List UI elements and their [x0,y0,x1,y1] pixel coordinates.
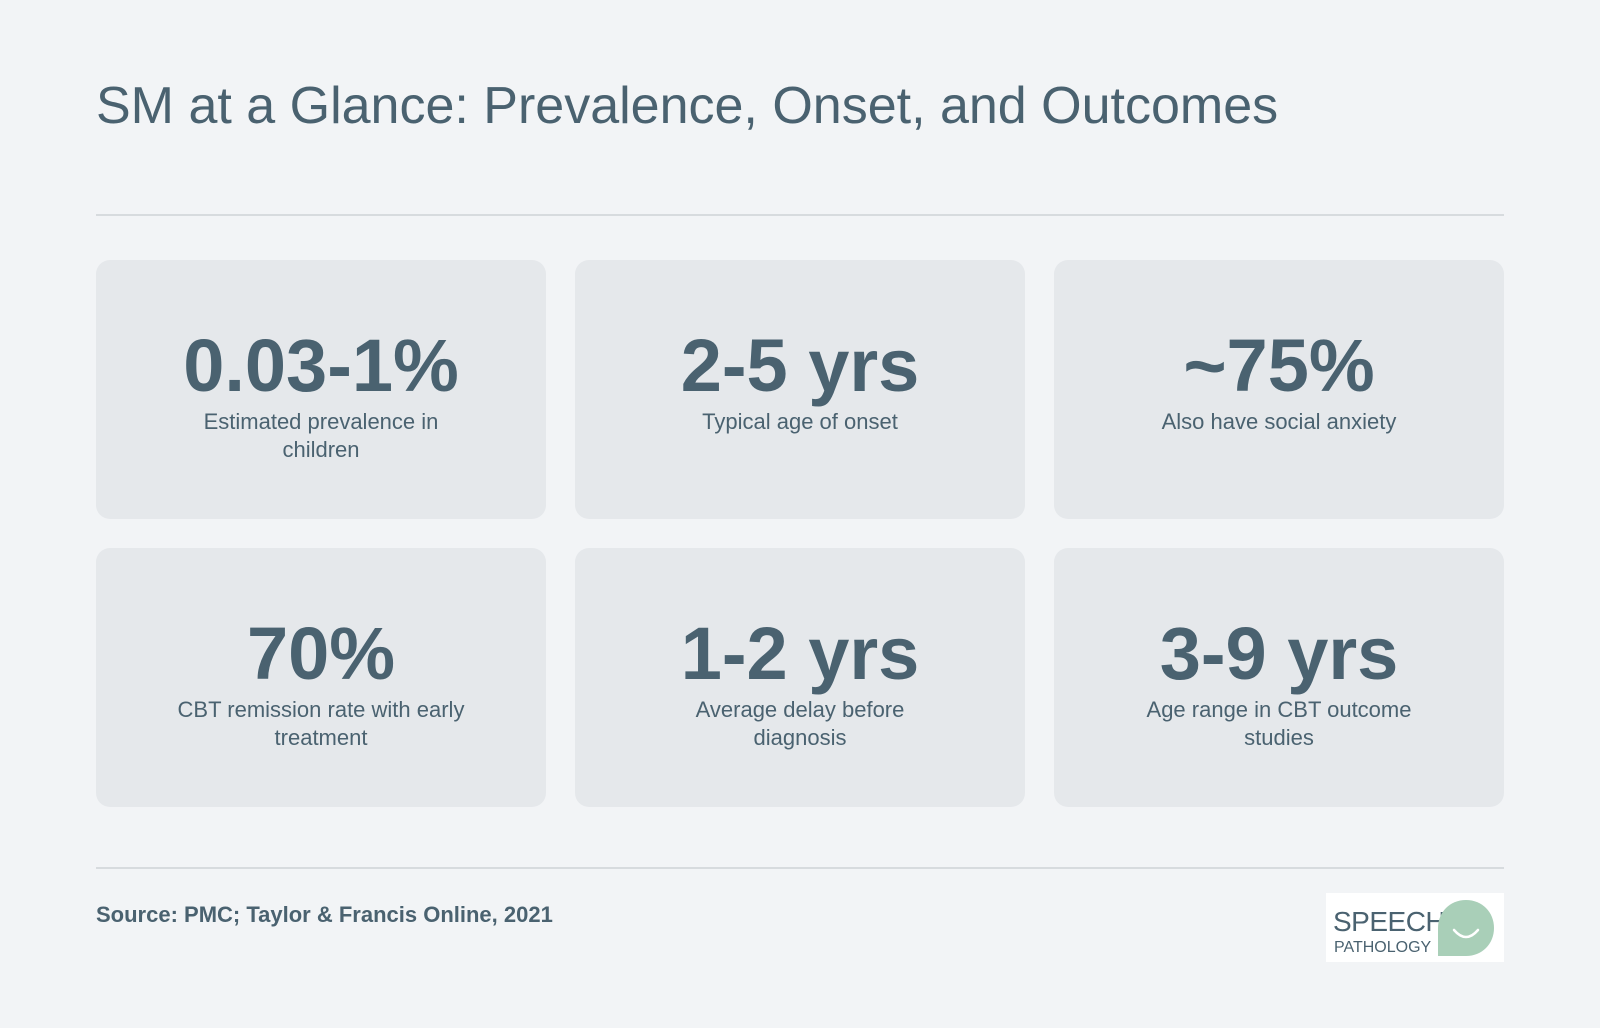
stat-label: Age range in CBT outcome studies [1146,697,1412,750]
stat-card-onset: 2-5 yrs Typical age of onset [575,260,1025,519]
page-title: SM at a Glance: Prevalence, Onset, and O… [96,77,1279,135]
logo-text-speech: SPEECH [1333,906,1446,937]
logo-text-pathology: PATHOLOGY [1334,939,1432,956]
stat-card-remission: 70% CBT remission rate with early treatm… [96,548,546,807]
top-divider [96,214,1504,216]
stat-label: CBT remission rate with early treatment [177,697,465,750]
speech-pathology-logo: SPEECH PATHOLOGY [1326,893,1504,962]
stat-label: Estimated prevalence in children [203,409,439,462]
stat-label: Typical age of onset [702,409,898,434]
stat-label: Average delay before diagnosis [695,697,905,750]
stat-value: ~75% [1183,324,1375,407]
stats-grid: 0.03-1% Estimated prevalence in children… [96,260,1504,807]
stat-value: 70% [246,612,396,695]
stat-card-social-anxiety: ~75% Also have social anxiety [1054,260,1504,519]
stat-value: 1-2 yrs [680,612,920,695]
bottom-divider [96,867,1504,869]
stat-card-prevalence: 0.03-1% Estimated prevalence in children [96,260,546,519]
stat-value: 0.03-1% [183,324,459,407]
stat-card-age-range: 3-9 yrs Age range in CBT outcome studies [1054,548,1504,807]
stat-card-diagnosis-delay: 1-2 yrs Average delay before diagnosis [575,548,1025,807]
source-citation: Source: PMC; Taylor & Francis Online, 20… [96,902,553,927]
stat-label: Also have social anxiety [1161,409,1397,434]
stat-value: 2-5 yrs [680,324,920,407]
stat-value: 3-9 yrs [1159,612,1399,695]
speech-bubble-smile-icon [1438,900,1494,956]
